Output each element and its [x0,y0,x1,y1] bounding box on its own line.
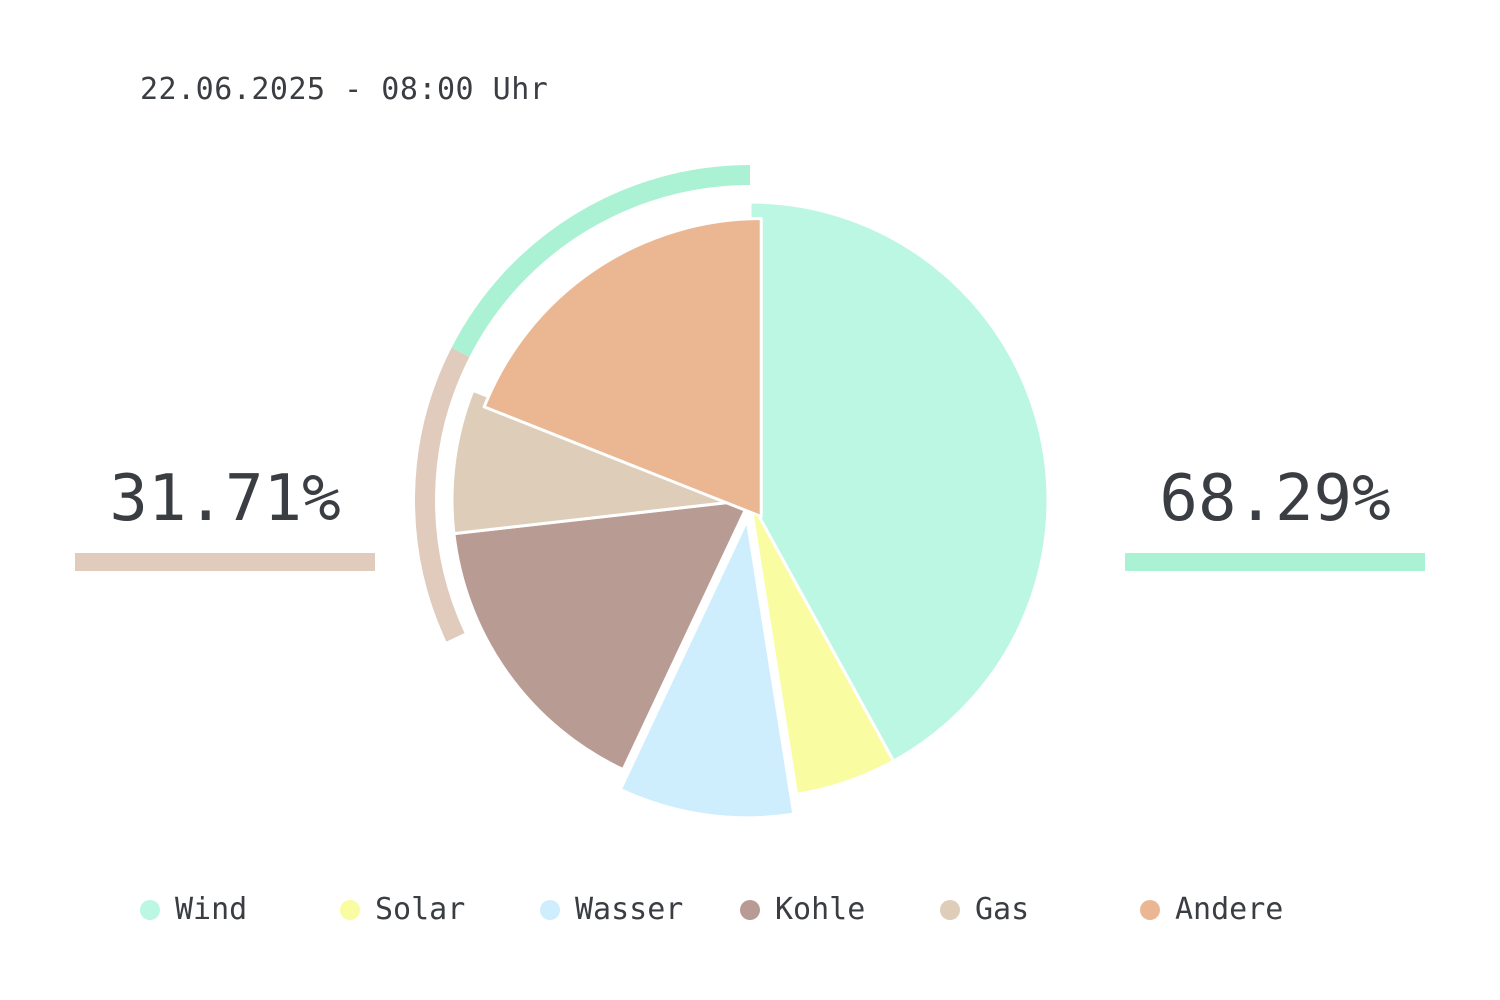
legend-dot [940,900,960,920]
legend-label: Kohle [775,892,866,927]
pie-slice-andere [482,217,763,519]
legend-label: Andere [1175,892,1284,927]
fossil-arc [415,347,470,642]
pie-slice-gas [450,388,752,536]
renewable-share-label: 68.29% [1159,462,1391,536]
legend-dot [740,900,760,920]
legend-label: Wind [175,892,248,927]
renewable-share-bar [1125,553,1425,571]
legend-dot [140,900,160,920]
fossil-share-label: 31.71% [109,462,341,536]
pie-slice-solar [748,498,896,796]
timestamp-label: 22.06.2025 - 08:00 Uhr [140,72,549,107]
legend-dot [540,900,560,920]
pie-slice-wind [748,200,1050,763]
pie-slice-kohle [452,498,752,772]
legend-label: Solar [375,892,466,927]
fossil-share-bar [75,553,375,571]
legend-label: Wasser [575,892,684,927]
pie-slice-wasser [618,518,796,820]
legend-dot [340,900,360,920]
legend-label: Gas [975,892,1030,927]
legend-dot [1140,900,1160,920]
renewable-arc [451,165,751,357]
